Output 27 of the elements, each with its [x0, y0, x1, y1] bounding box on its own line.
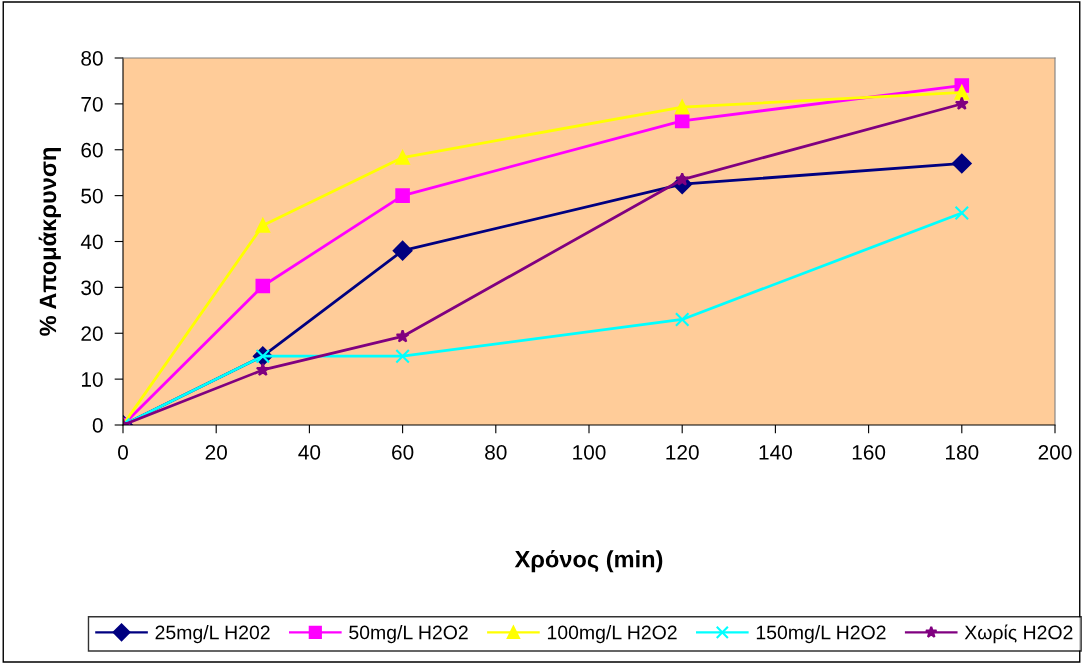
x-tick-label: 200: [1038, 444, 1072, 460]
x-tick-label: 0: [118, 444, 128, 460]
x-axis-title: Χρόνος (min): [514, 549, 663, 573]
y-tick-label: 60: [81, 142, 103, 158]
legend-label: Χωρίς H2O2: [964, 624, 1073, 644]
x-tick-label: 140: [759, 444, 792, 460]
x-tick-label: 100: [573, 444, 606, 460]
y-tick-label: 20: [81, 326, 103, 341]
legend-label: 100mg/L H2O2: [547, 625, 677, 644]
x-tick-label: 160: [852, 444, 886, 460]
x-tick-label: 40: [298, 444, 321, 460]
x-tick-label: 180: [946, 444, 979, 460]
y-tick-label: 40: [80, 234, 103, 250]
y-tick-label: 10: [81, 372, 103, 387]
x-tick-label: 80: [485, 444, 507, 460]
y-tick-label: 50: [81, 188, 103, 204]
x-tick-label: 120: [666, 444, 699, 460]
legend-label: 50mg/L H2O2: [349, 625, 468, 644]
y-axis-title: % Απομάκρυνση: [38, 148, 61, 336]
x-tick-label: 60: [392, 444, 414, 460]
legend-label: 150mg/L H2O2: [756, 625, 886, 644]
y-tick-label: 70: [81, 96, 103, 112]
legend-label: 25mg/L H202: [155, 625, 270, 644]
y-tick-label: 0: [92, 418, 103, 433]
y-tick-label: 80: [81, 51, 103, 66]
y-tick-label: 30: [81, 280, 103, 296]
x-tick-label: 20: [205, 444, 227, 460]
